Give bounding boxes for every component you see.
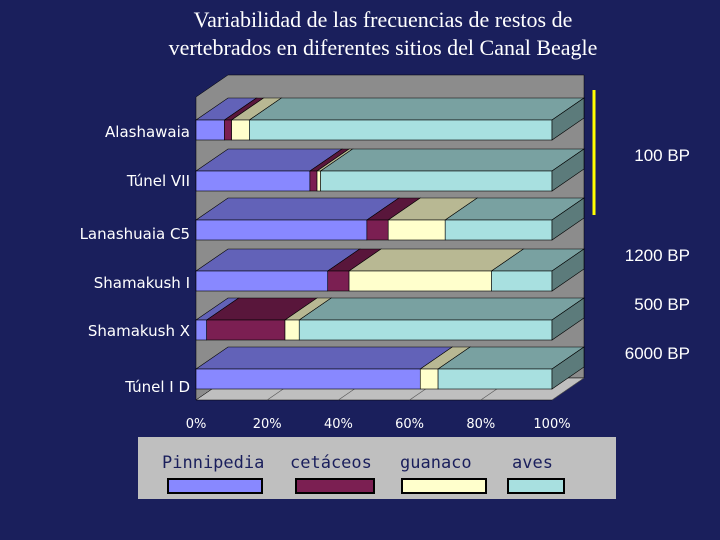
- bar-segment-2-0: [195, 219, 368, 241]
- chart-bars: [195, 97, 585, 390]
- bar-segment-3-3: [491, 270, 553, 292]
- x-tick-labels: 0% 20% 40% 60% 80% 100%: [186, 417, 571, 432]
- bar-segment-3-2: [348, 270, 492, 292]
- bar-segment-3-0: [195, 270, 329, 292]
- bar-segment-1-1: [309, 170, 318, 192]
- legend-swatch: [401, 478, 487, 494]
- legend-swatch: [507, 478, 565, 494]
- bar-top-1-3: [319, 148, 585, 172]
- legend-label: Pinnipedia: [162, 453, 264, 473]
- category-label: Shamakush X: [88, 322, 190, 340]
- legend-swatch: [295, 478, 375, 494]
- legend-label: guanaco: [400, 453, 472, 473]
- bar-segment-5-2: [419, 368, 439, 390]
- category-label: Lanashuaia C5: [80, 225, 190, 243]
- period-annotation: 6000 BP: [625, 344, 690, 363]
- period-annotation: 100 BP: [634, 146, 690, 165]
- chart-title-line-1: Variabilidad de las frecuencias de resto…: [193, 7, 573, 32]
- legend: Pinnipedia cetáceos guanaco aves: [138, 437, 616, 499]
- bar-top-2-0: [195, 197, 400, 221]
- category-label: Túnel VII: [126, 172, 190, 190]
- bar-segment-5-0: [195, 368, 421, 390]
- bar-segment-4-2: [284, 319, 300, 341]
- bar-side-1: [551, 148, 585, 192]
- bar-segment-2-2: [387, 219, 446, 241]
- chart-title-line-2: vertebrados en diferentes sitios del Can…: [168, 35, 598, 60]
- bar-side-2: [551, 197, 585, 241]
- x-tick-label: 100%: [533, 417, 570, 432]
- bar-top-4-3: [298, 297, 585, 321]
- bar-top-0-3: [248, 97, 585, 121]
- bar-side-5: [551, 346, 585, 390]
- period-annotation: 1200 BP: [625, 246, 690, 265]
- bar-segment-0-2: [231, 119, 250, 141]
- bar-segment-3-1: [327, 270, 350, 292]
- bar-segment-5-3: [437, 368, 553, 390]
- bar-segment-2-3: [444, 219, 553, 241]
- x-tick-label: 80%: [466, 417, 495, 432]
- legend-swatch: [167, 478, 263, 494]
- gridline: [551, 377, 585, 401]
- x-tick-label: 0%: [186, 417, 207, 432]
- bar-segment-1-2: [316, 170, 321, 192]
- bar-segment-1-3: [320, 170, 553, 192]
- x-tick-label: 60%: [395, 417, 424, 432]
- category-label: Shamakush I: [94, 274, 190, 292]
- bar-segment-4-3: [298, 319, 553, 341]
- bar-side-4: [551, 297, 585, 341]
- period-annotations: 100 BP 1200 BP 500 BP 6000 BP: [592, 90, 690, 363]
- bar-segment-1-0: [195, 170, 311, 192]
- bar-top-5-0: [195, 346, 454, 370]
- period-annotation: 500 BP: [634, 295, 690, 314]
- bar-segment-4-1: [206, 319, 286, 341]
- x-tick-label: 40%: [324, 417, 353, 432]
- category-label: Alashawaia: [105, 123, 190, 141]
- bar-segment-2-1: [366, 219, 389, 241]
- x-tick-label: 20%: [253, 417, 282, 432]
- category-label: Túnel I D: [124, 378, 190, 396]
- chart-title: Variabilidad de las frecuencias de resto…: [0, 6, 720, 62]
- bar-side-0: [551, 97, 585, 141]
- legend-label: cetáceos: [290, 453, 372, 473]
- bar-segment-4-0: [195, 319, 207, 341]
- bar-segment-0-1: [224, 119, 232, 141]
- bar-side-3: [551, 248, 585, 292]
- legend-label: aves: [512, 453, 553, 473]
- bar-segment-0-3: [249, 119, 553, 141]
- bar-segment-0-0: [195, 119, 225, 141]
- category-labels: Alashawaia Túnel VII Lanashuaia C5 Shamakus…: [80, 123, 190, 396]
